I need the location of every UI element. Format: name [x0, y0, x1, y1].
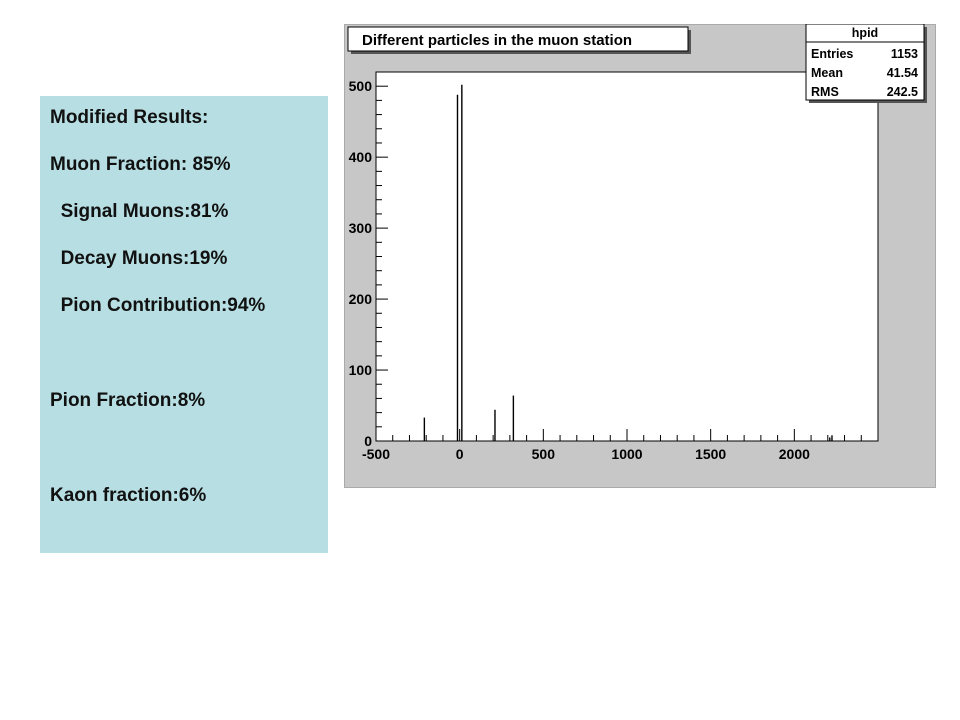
y-tick-label: 100 [349, 362, 373, 378]
signal-muons-text: Signal Muons:81% [50, 201, 229, 222]
x-tick-label: 0 [456, 446, 464, 462]
stats-rms-label: RMS [811, 85, 839, 99]
muon-fraction-text: Muon Fraction: 85% [50, 154, 231, 175]
x-tick-label: 2000 [779, 446, 810, 462]
x-tick-label: 500 [532, 446, 556, 462]
pion-contribution-text: Pion Contribution:94% [50, 295, 266, 316]
stats-entries-value: 1153 [891, 47, 918, 61]
results-title: Modified Results: [50, 107, 209, 128]
stats-name: hpid [852, 26, 878, 40]
title-box [347, 26, 689, 52]
y-tick-label: 0 [364, 433, 372, 449]
decay-muons-text: Decay Muons:19% [50, 248, 228, 269]
x-tick-label: 1500 [695, 446, 726, 462]
y-tick-label: 300 [349, 220, 373, 236]
histogram-bars [423, 84, 833, 441]
stats-mean-value: 41.54 [887, 66, 918, 80]
stats-mean-label: Mean [811, 66, 843, 80]
chart-title: Different particles in the muon station [362, 32, 632, 49]
y-tick-label: 500 [349, 78, 373, 94]
results-panel: Modified Results: Muon Fraction: 85% Sig… [40, 96, 328, 553]
axis-ticks [375, 71, 862, 442]
x-tick-label: -500 [362, 446, 390, 462]
y-tick-label: 400 [349, 149, 373, 165]
stats-entries-label: Entries [811, 47, 853, 61]
x-tick-label: 1000 [611, 446, 642, 462]
kaon-fraction-text: Kaon fraction:6% [50, 485, 207, 506]
stats-rms-value: 242.5 [887, 85, 918, 99]
stats-box [805, 24, 925, 101]
plot-area [375, 71, 879, 442]
y-tick-label: 200 [349, 291, 373, 307]
pion-fraction-text: Pion Fraction:8% [50, 390, 206, 411]
